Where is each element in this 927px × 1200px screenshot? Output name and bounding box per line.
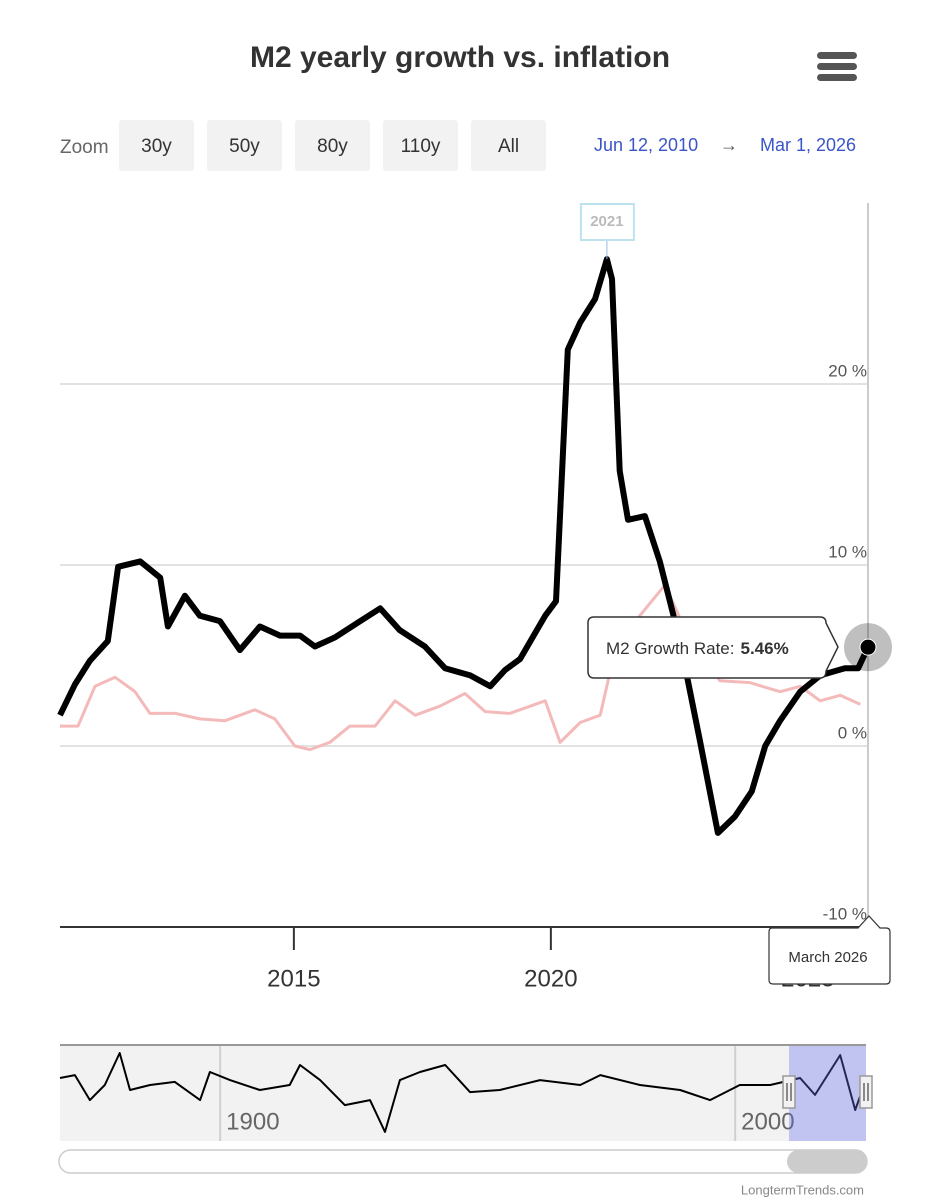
tooltip-value: 5.46% bbox=[741, 639, 789, 658]
y-tick-label: 20 % bbox=[828, 361, 867, 380]
x-tick-label: 2020 bbox=[524, 965, 577, 992]
zoom-button-label: 50y bbox=[229, 136, 260, 157]
zoom-button-label: 110y bbox=[401, 136, 441, 157]
series-line bbox=[59, 1052, 867, 1133]
y-tick-label: 0 % bbox=[838, 723, 867, 742]
menu-bar bbox=[817, 74, 857, 81]
navigator-tick-label: 1900 bbox=[226, 1108, 279, 1135]
series-line bbox=[57, 256, 871, 836]
zoom-button[interactable]: 80y bbox=[295, 120, 370, 171]
scrollbar-thumb[interactable] bbox=[787, 1150, 867, 1173]
menu-bar bbox=[817, 52, 857, 59]
y-tick-label: -10 % bbox=[823, 904, 867, 923]
zoom-label: Zoom bbox=[60, 137, 109, 158]
range-separator: → bbox=[720, 135, 738, 155]
credit: LongtermTrends.com bbox=[741, 1182, 864, 1197]
zoom-button-bg bbox=[471, 120, 546, 171]
scrollbar-track bbox=[58, 1149, 868, 1174]
range-to[interactable]: Mar 1, 2026 bbox=[760, 135, 856, 155]
y-tick-label: 10 % bbox=[828, 542, 867, 561]
zoom-button[interactable]: 110y bbox=[383, 120, 458, 171]
zoom-button-label: 80y bbox=[317, 136, 348, 157]
tooltip-text: M2 Growth Rate: 5.46% bbox=[606, 639, 789, 658]
handle-body bbox=[859, 1075, 873, 1109]
zoom-button[interactable]: 50y bbox=[207, 120, 282, 171]
flag-box bbox=[579, 203, 635, 241]
navigator-tick-label: 2000 bbox=[741, 1108, 794, 1135]
navigator-handle[interactable] bbox=[859, 1075, 873, 1109]
zoom-button-bg bbox=[207, 120, 282, 171]
x-tick-label: 2015 bbox=[267, 965, 320, 992]
flag-label: 2021 bbox=[590, 213, 623, 230]
menu-button[interactable] bbox=[817, 52, 857, 81]
navigator-bg bbox=[60, 1045, 866, 1141]
tooltip-box bbox=[587, 616, 839, 679]
navigator-selection bbox=[789, 1045, 866, 1141]
zoom-button-bg bbox=[383, 120, 458, 171]
zoom-button-label: All bbox=[498, 136, 519, 157]
series-line bbox=[60, 583, 861, 752]
tooltip-series: M2 Growth Rate: bbox=[606, 639, 735, 658]
zoom-button[interactable]: All bbox=[471, 120, 546, 171]
range-from[interactable]: Jun 12, 2010 bbox=[594, 135, 698, 155]
series-layer bbox=[57, 256, 871, 836]
zoom-button-label: 30y bbox=[141, 136, 172, 157]
zoom-button-bg bbox=[295, 120, 370, 171]
menu-bar bbox=[817, 63, 857, 70]
hover-point bbox=[859, 638, 877, 656]
zoom-button[interactable]: 30y bbox=[119, 120, 194, 171]
x-tooltip-label: March 2026 bbox=[788, 949, 867, 966]
navigator-handle[interactable] bbox=[782, 1075, 796, 1109]
handle-body bbox=[782, 1075, 796, 1109]
chart-title: M2 yearly growth vs. inflation bbox=[250, 41, 670, 74]
zoom-button-bg bbox=[119, 120, 194, 171]
x-tooltip-box bbox=[768, 915, 891, 985]
